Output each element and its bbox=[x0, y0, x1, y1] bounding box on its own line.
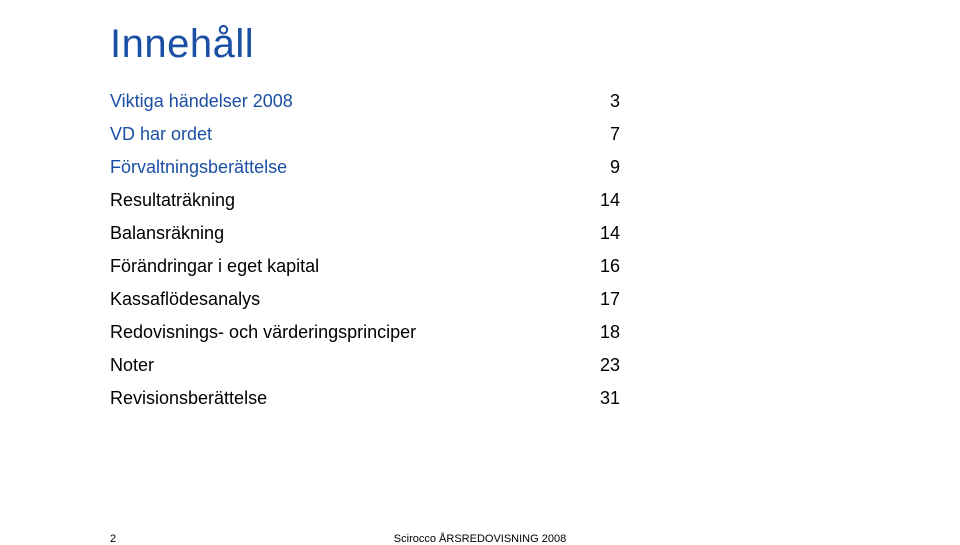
toc-page-number: 18 bbox=[600, 322, 620, 343]
toc-label: Förändringar i eget kapital bbox=[110, 256, 319, 277]
toc-row: Förvaltningsberättelse 9 bbox=[110, 157, 620, 178]
toc-page-number: 23 bbox=[600, 355, 620, 376]
toc-page-number: 16 bbox=[600, 256, 620, 277]
toc-page-number: 3 bbox=[610, 91, 620, 112]
toc-page-number: 7 bbox=[610, 124, 620, 145]
toc-label: Noter bbox=[110, 355, 154, 376]
toc-row: Kassaflödesanalys 17 bbox=[110, 289, 620, 310]
toc-label: VD har ordet bbox=[110, 124, 212, 145]
toc-row: Revisionsberättelse 31 bbox=[110, 388, 620, 409]
toc-label: Förvaltningsberättelse bbox=[110, 157, 287, 178]
toc-page-number: 17 bbox=[600, 289, 620, 310]
toc-label: Resultaträkning bbox=[110, 190, 235, 211]
toc-row: Förändringar i eget kapital 16 bbox=[110, 256, 620, 277]
toc-row: Resultaträkning 14 bbox=[110, 190, 620, 211]
toc-page-number: 9 bbox=[610, 157, 620, 178]
footer-page-number: 2 bbox=[110, 533, 116, 545]
toc-row: Viktiga händelser 2008 3 bbox=[110, 91, 620, 112]
toc-page-number: 14 bbox=[600, 190, 620, 211]
document-page: Innehåll Viktiga händelser 2008 3 VD har… bbox=[0, 0, 960, 543]
toc-label: Balansräkning bbox=[110, 223, 224, 244]
toc-row: Redovisnings- och värderingsprinciper 18 bbox=[110, 322, 620, 343]
toc-label: Viktiga händelser 2008 bbox=[110, 91, 293, 112]
toc-page-number: 31 bbox=[600, 388, 620, 409]
toc-label: Kassaflödesanalys bbox=[110, 289, 260, 310]
toc-page-number: 14 bbox=[600, 223, 620, 244]
page-title: Innehåll bbox=[110, 22, 850, 67]
toc-label: Redovisnings- och värderingsprinciper bbox=[110, 322, 416, 343]
toc-row: Balansräkning 14 bbox=[110, 223, 620, 244]
toc-row: VD har ordet 7 bbox=[110, 124, 620, 145]
footer-text: Scirocco ÅRSREDOVISNING 2008 bbox=[394, 533, 566, 545]
toc-label: Revisionsberättelse bbox=[110, 388, 267, 409]
table-of-contents: Viktiga händelser 2008 3 VD har ordet 7 … bbox=[110, 91, 620, 409]
toc-row: Noter 23 bbox=[110, 355, 620, 376]
